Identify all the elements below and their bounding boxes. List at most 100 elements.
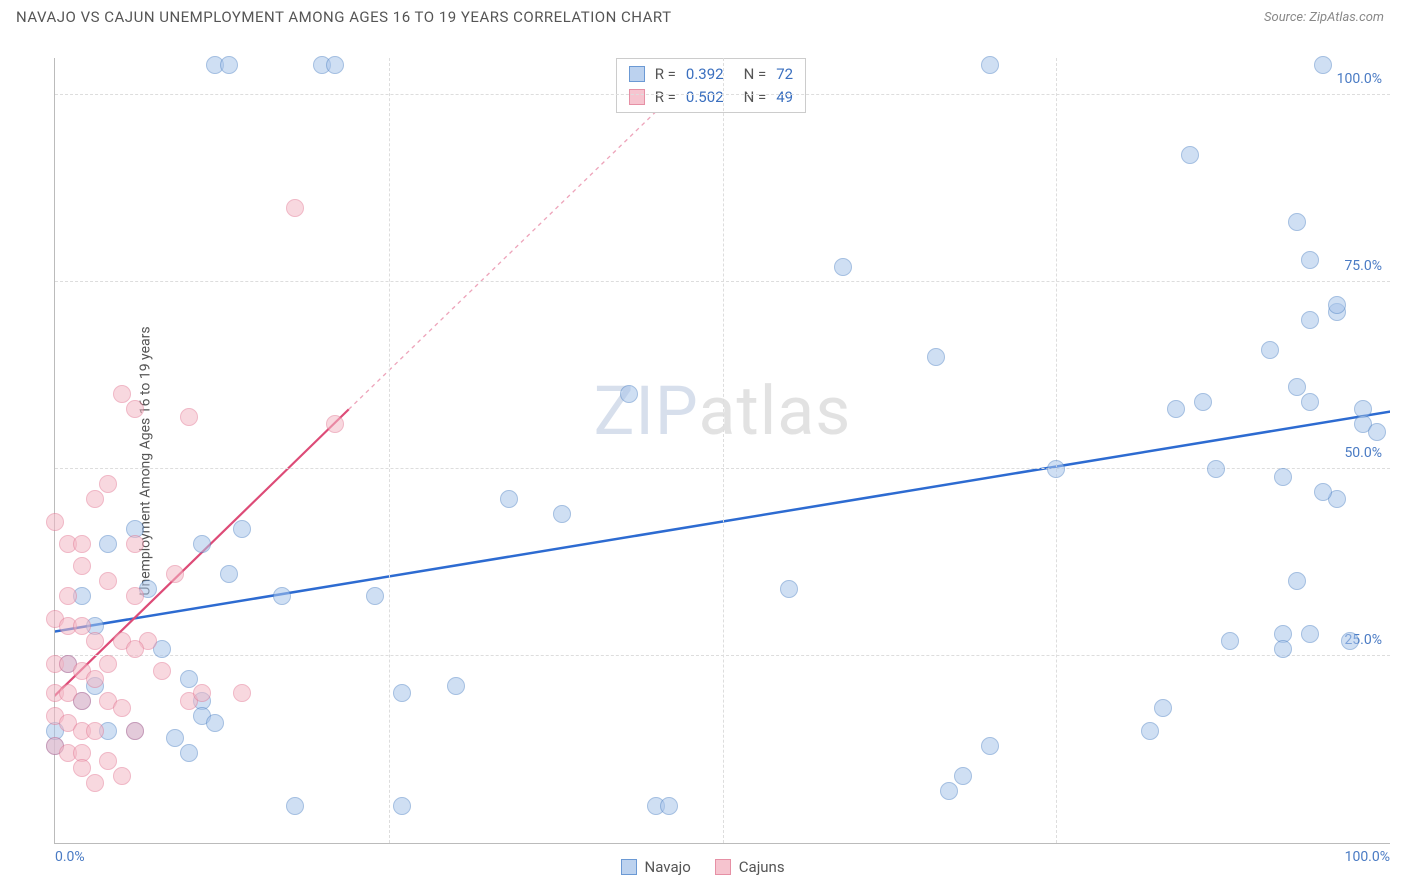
data-point (1328, 296, 1346, 314)
legend-bottom: Navajo Cajuns (621, 858, 785, 876)
data-point (326, 56, 344, 74)
stat-r-label: R = (655, 86, 676, 109)
data-point (1341, 632, 1359, 650)
chart-container: Unemployment Among Ages 16 to 19 years Z… (16, 40, 1390, 882)
data-point (73, 535, 91, 553)
data-point (981, 56, 999, 74)
data-point (500, 490, 518, 508)
data-point (393, 684, 411, 702)
data-point (393, 797, 411, 815)
data-point (366, 587, 384, 605)
stat-r-label: R = (655, 63, 676, 86)
data-point (620, 385, 638, 403)
stats-row: R = 0.502 N = 49 (629, 86, 793, 109)
stat-r-value: 0.392 (686, 63, 724, 86)
data-point (220, 565, 238, 583)
data-point (834, 258, 852, 276)
data-point (1301, 625, 1319, 643)
data-point (1314, 483, 1332, 501)
data-point (220, 56, 238, 74)
data-point (233, 684, 251, 702)
data-point (1274, 468, 1292, 486)
data-point (153, 662, 171, 680)
data-point (447, 677, 465, 695)
data-point (86, 670, 104, 688)
data-point (1314, 56, 1332, 74)
trend-line-extrapolated (349, 73, 696, 409)
data-point (73, 617, 91, 635)
data-point (193, 535, 211, 553)
stats-row: R =0.392N =72 (629, 63, 793, 86)
data-point (927, 348, 945, 366)
legend-label: Navajo (645, 858, 691, 876)
stats-legend-box: R =0.392N =72R =0.502N =49 (616, 58, 806, 113)
data-point (954, 767, 972, 785)
legend-item: Navajo (621, 858, 691, 876)
stat-n-value: 49 (776, 86, 793, 109)
data-point (73, 557, 91, 575)
data-point (1288, 378, 1306, 396)
data-point (46, 513, 64, 531)
data-point (1207, 460, 1225, 478)
data-point (326, 415, 344, 433)
data-point (273, 587, 291, 605)
data-point (1194, 393, 1212, 411)
chart-title: NAVAJO VS CAJUN UNEMPLOYMENT AMONG AGES … (16, 8, 672, 26)
x-tick-label: 0.0% (55, 849, 85, 865)
data-point (86, 774, 104, 792)
data-point (286, 199, 304, 217)
data-point (940, 782, 958, 800)
x-tick-label: 100.0% (1345, 849, 1390, 865)
legend-label: Cajuns (739, 858, 785, 876)
data-point (981, 737, 999, 755)
data-point (73, 692, 91, 710)
data-point (86, 490, 104, 508)
data-point (193, 684, 211, 702)
data-point (99, 475, 117, 493)
data-point (126, 722, 144, 740)
stat-r-value: 0.502 (686, 86, 724, 109)
plot-area: ZIPatlas R =0.392N =72R =0.502N =49 25.0… (54, 58, 1390, 844)
y-tick-label: 75.0% (1344, 258, 1382, 274)
data-point (73, 759, 91, 777)
data-point (1181, 146, 1199, 164)
data-point (86, 722, 104, 740)
stat-n-label: N = (744, 86, 767, 109)
data-point (1288, 572, 1306, 590)
legend-item: Cajuns (715, 858, 785, 876)
data-point (553, 505, 571, 523)
data-point (206, 714, 224, 732)
gridline-v (389, 58, 390, 843)
y-tick-label: 100.0% (1337, 71, 1382, 87)
data-point (286, 797, 304, 815)
gridline-v (723, 58, 724, 843)
data-point (126, 535, 144, 553)
data-point (180, 408, 198, 426)
data-point (59, 587, 77, 605)
gridline-v (1056, 58, 1057, 843)
data-point (1301, 311, 1319, 329)
data-point (1167, 400, 1185, 418)
data-point (113, 767, 131, 785)
data-point (1288, 213, 1306, 231)
data-point (113, 699, 131, 717)
data-point (166, 729, 184, 747)
data-point (180, 670, 198, 688)
data-point (99, 535, 117, 553)
data-point (1154, 699, 1172, 717)
data-point (166, 565, 184, 583)
data-point (1261, 341, 1279, 359)
data-point (1141, 722, 1159, 740)
data-point (99, 572, 117, 590)
data-point (99, 752, 117, 770)
data-point (1274, 640, 1292, 658)
data-point (780, 580, 798, 598)
series-swatch (621, 859, 637, 875)
data-point (126, 640, 144, 658)
series-swatch (629, 66, 645, 82)
data-point (1047, 460, 1065, 478)
data-point (126, 400, 144, 418)
data-point (1221, 632, 1239, 650)
series-swatch (629, 89, 645, 105)
series-swatch (715, 859, 731, 875)
